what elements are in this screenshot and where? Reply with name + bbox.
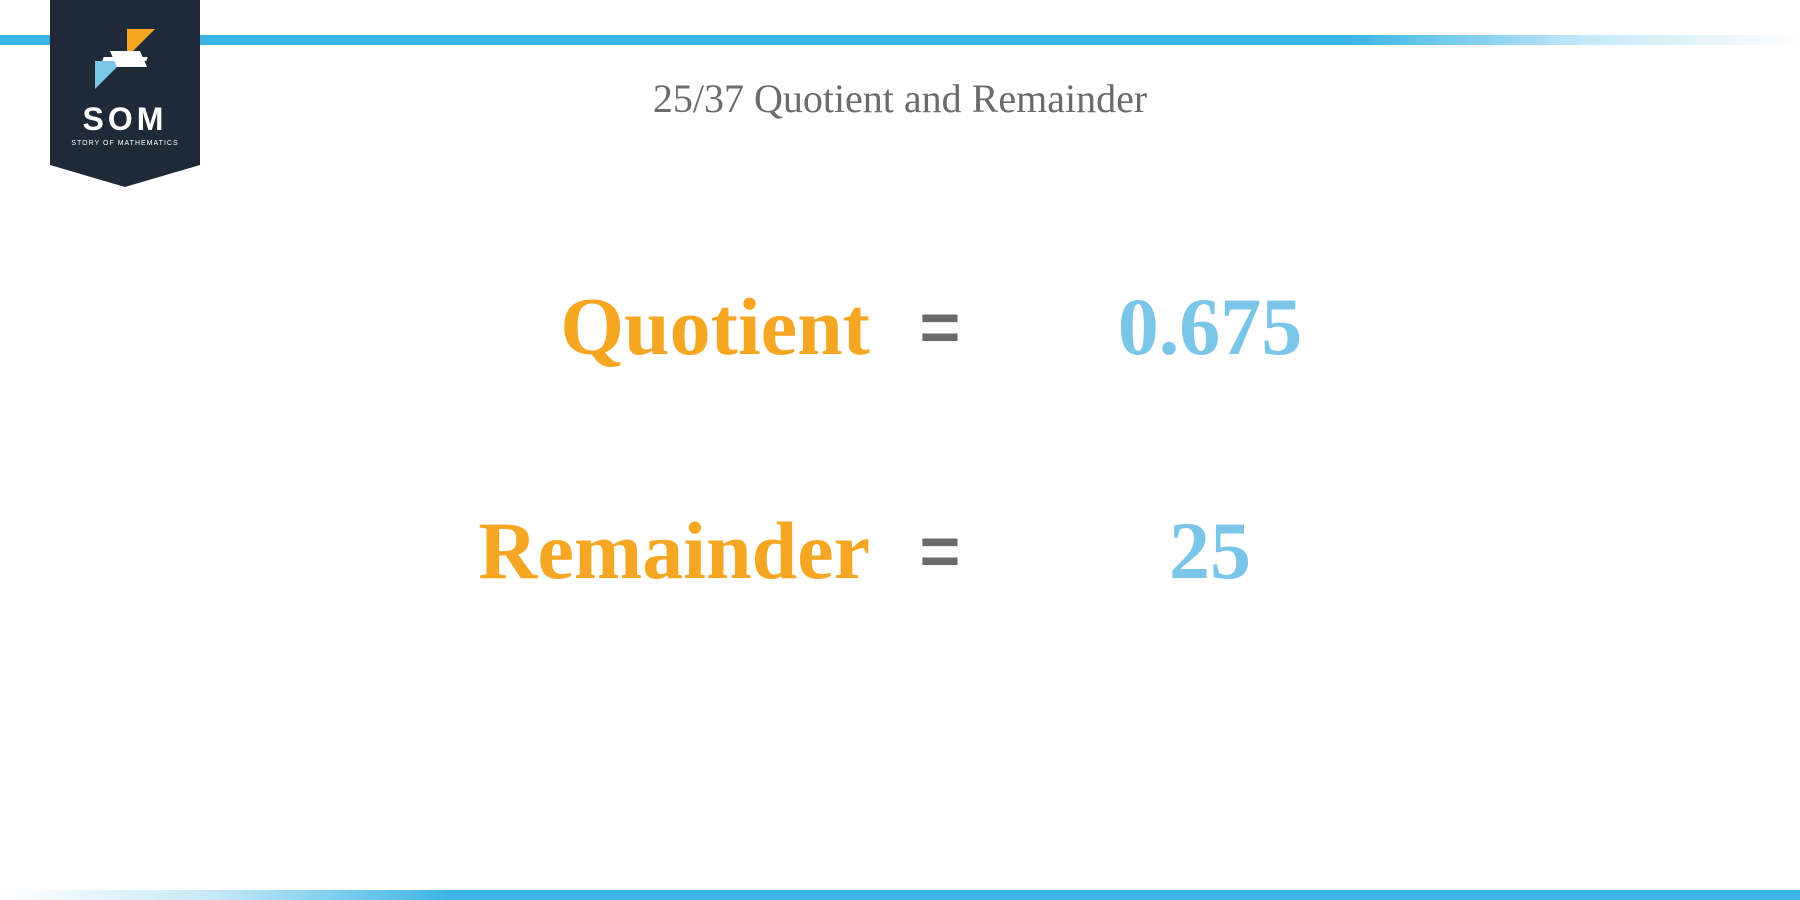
quotient-equals: = — [870, 287, 1010, 367]
content-area: Quotient = 0.675 Remainder = 25 — [0, 280, 1800, 598]
top-accent-border — [0, 35, 1800, 45]
logo-subtext: STORY OF MATHEMATICS — [71, 140, 178, 147]
quotient-label: Quotient — [390, 280, 870, 374]
remainder-label: Remainder — [390, 504, 870, 598]
remainder-value: 25 — [1010, 504, 1410, 598]
quotient-equation: Quotient = 0.675 — [350, 280, 1450, 374]
page-title: 25/37 Quotient and Remainder — [0, 75, 1800, 122]
remainder-equation: Remainder = 25 — [350, 504, 1450, 598]
remainder-equals: = — [870, 511, 1010, 591]
quotient-value: 0.675 — [1010, 280, 1410, 374]
bottom-accent-border — [0, 890, 1800, 900]
